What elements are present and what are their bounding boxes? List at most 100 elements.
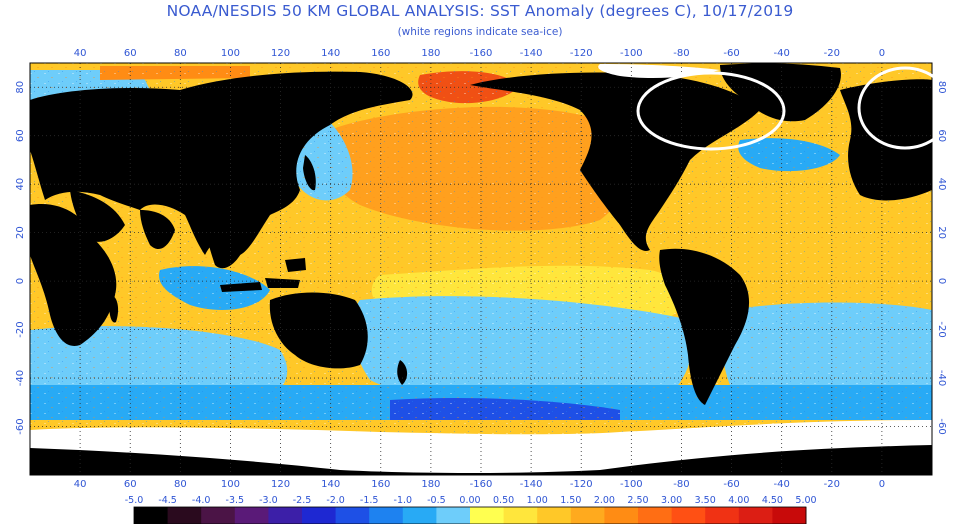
lon-tick-top: 160: [371, 48, 390, 59]
lat-tick-left: 40: [15, 178, 26, 191]
colorbar-label: 3.00: [661, 495, 682, 506]
colorbar-swatch: [436, 507, 471, 524]
map-panel: [30, 63, 932, 475]
colorbar-swatch: [503, 507, 538, 524]
lat-tick-right: 80: [936, 81, 947, 94]
africa-land: [30, 204, 117, 346]
colorbar-swatch: [705, 507, 740, 524]
colorbar-label: -2.5: [293, 495, 312, 506]
lat-tick-left: 20: [15, 226, 26, 239]
lon-tick-top: -120: [570, 48, 593, 59]
north-atlantic-circle: [636, 71, 786, 151]
lon-tick-bottom: -120: [570, 479, 593, 490]
lon-tick-top: 100: [221, 48, 240, 59]
colorbar-swatch: [470, 507, 505, 524]
lon-tick-top: 140: [321, 48, 340, 59]
lon-tick-bottom: 60: [124, 479, 137, 490]
north-america-land: [470, 72, 760, 251]
colorbar-label: -1.5: [360, 495, 379, 506]
lon-tick-top: -80: [673, 48, 689, 59]
lon-tick-top: 180: [421, 48, 440, 59]
colorbar-label: -4.0: [192, 495, 211, 506]
colorbar-swatch: [671, 507, 706, 524]
colorbar: -5.0 -4.5 -4.0 -3.5 -3.0 -2.5 -2.0 -1.5 -1.0 -0.5…: [125, 495, 817, 524]
lat-tick-left: 80: [15, 81, 26, 94]
lon-tick-bottom: 160: [371, 479, 390, 490]
lat-tick-left: 60: [15, 129, 26, 142]
lon-tick-top: -40: [773, 48, 789, 59]
lat-tick-right: 60: [936, 129, 947, 142]
colorbar-label: 4.00: [728, 495, 749, 506]
colorbar-swatch: [638, 507, 673, 524]
map-title: NOAA/NESDIS 50 KM GLOBAL ANALYSIS: SST A…: [166, 2, 794, 20]
lat-tick-right: -20: [936, 321, 947, 337]
australia-land: [269, 292, 368, 369]
indonesia-land: [220, 258, 306, 292]
lon-tick-top: -100: [620, 48, 643, 59]
japan-land: [303, 155, 316, 191]
colorbar-swatch: [738, 507, 773, 524]
madagascar-land: [109, 295, 119, 323]
colorbar-swatch: [134, 507, 169, 524]
lon-tick-bottom: -40: [773, 479, 789, 490]
colorbar-label: 2.50: [627, 495, 648, 506]
lon-tick-top: -20: [824, 48, 840, 59]
colorbar-swatch: [302, 507, 337, 524]
lat-tick-left: -40: [15, 370, 26, 386]
lon-tick-bottom: 100: [221, 479, 240, 490]
colorbar-label: 0.00: [459, 495, 480, 506]
map-subtitle: (white regions indicate sea-ice): [397, 26, 563, 38]
colorbar-label: 3.50: [695, 495, 716, 506]
lon-tick-top: -160: [470, 48, 493, 59]
antarctic-sea-ice: [30, 420, 932, 473]
lon-tick-bottom: -160: [470, 479, 493, 490]
lon-tick-bottom: 0: [879, 479, 885, 490]
lon-tick-top: 60: [124, 48, 137, 59]
graticule: [30, 63, 932, 475]
colorbar-label: 1.50: [560, 495, 581, 506]
europe-land: [840, 79, 932, 201]
lon-tick-bottom: -140: [520, 479, 543, 490]
lon-tick-bottom: 180: [421, 479, 440, 490]
colorbar-label: 1.00: [527, 495, 548, 506]
axis-labels: 40 40 60 60 80 80 100 100 120 120 140 140 160 160 180 1…: [15, 48, 947, 490]
colorbar-label: -4.5: [158, 495, 177, 506]
lat-tick-right: 20: [936, 226, 947, 239]
lon-tick-top: -140: [520, 48, 543, 59]
lon-tick-top: -60: [723, 48, 739, 59]
lon-tick-bottom: 40: [74, 479, 87, 490]
lat-tick-left: -60: [15, 418, 26, 434]
lon-tick-bottom: 80: [174, 479, 187, 490]
colorbar-frame: [133, 506, 807, 524]
lon-tick-bottom: -100: [620, 479, 643, 490]
lon-tick-top: 0: [879, 48, 885, 59]
colorbar-swatch: [537, 507, 572, 524]
colorbar-label: 5.00: [795, 495, 816, 506]
colorbar-swatch: [234, 507, 269, 524]
lat-tick-right: 0: [936, 278, 947, 284]
colorbar-swatch: [570, 507, 605, 524]
lon-tick-top: 120: [271, 48, 290, 59]
eurasia-land: [30, 71, 413, 255]
lon-tick-bottom: 120: [271, 479, 290, 490]
lon-tick-top: 40: [74, 48, 87, 59]
colorbar-swatch: [604, 507, 639, 524]
lat-tick-right: -60: [936, 418, 947, 434]
new-zealand-land: [397, 360, 408, 385]
colorbar-swatch: [335, 507, 370, 524]
lat-tick-left: -20: [15, 321, 26, 337]
lon-tick-bottom: -60: [723, 479, 739, 490]
se-asia-land: [205, 215, 245, 269]
colorbar-label: -1.0: [394, 495, 413, 506]
colorbar-label: -2.0: [326, 495, 345, 506]
lon-tick-top: 80: [174, 48, 187, 59]
colorbar-swatch: [772, 507, 807, 524]
india-land: [140, 210, 175, 250]
colorbar-swatch: [268, 507, 303, 524]
lat-tick-right: -40: [936, 370, 947, 386]
colorbar-label: -0.5: [427, 495, 446, 506]
lon-tick-bottom: 140: [321, 479, 340, 490]
colorbar-swatch: [369, 507, 404, 524]
lat-tick-left: 0: [15, 278, 26, 284]
